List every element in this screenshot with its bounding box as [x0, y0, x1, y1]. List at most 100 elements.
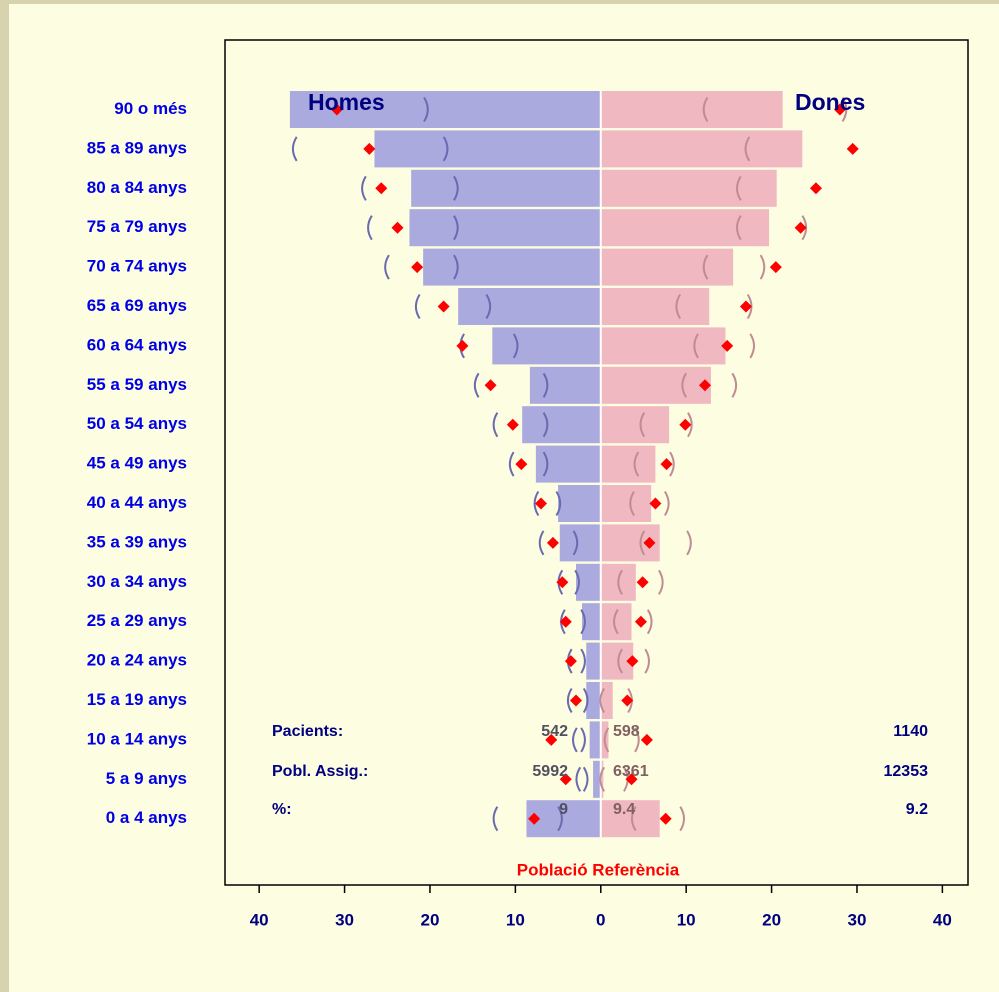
bar: [600, 406, 670, 444]
bar: [600, 91, 783, 128]
reference-marker: [391, 221, 404, 234]
category-label: 10 a 14 anys: [87, 729, 187, 748]
reference-marker: [559, 773, 572, 786]
ci-bracket: [582, 687, 589, 714]
ci-bracket: [580, 648, 586, 674]
bar: [535, 445, 601, 483]
ci-bracket: [841, 96, 848, 123]
ci-bracket: [580, 727, 586, 753]
stat-total: 1140: [893, 723, 928, 740]
ci-bracket: [566, 687, 573, 714]
ci-bracket: [555, 490, 562, 517]
stat-women: 598: [613, 723, 640, 740]
ci-bracket: [557, 806, 563, 832]
ci-bracket: [542, 451, 549, 477]
ci-bracket: [630, 806, 637, 832]
ci-bracket: [613, 609, 619, 635]
bar: [559, 524, 601, 562]
category-label: 70 a 74 anys: [87, 257, 187, 276]
stat-total: 9.2: [906, 801, 928, 818]
bar: [581, 603, 601, 641]
ci-bracket: [572, 530, 579, 556]
bar: [600, 800, 660, 838]
ci-bracket: [538, 530, 545, 556]
x-tick-label: 10: [506, 910, 525, 929]
legend-dones: Dones: [795, 89, 865, 115]
reference-marker: [625, 773, 638, 786]
ci-bracket: [423, 96, 429, 123]
reference-marker: [411, 261, 424, 274]
ci-bracket: [644, 648, 650, 674]
reference-label: Població Referència: [517, 860, 680, 879]
ci-bracket: [629, 490, 635, 517]
ci-bracket: [646, 609, 653, 635]
bar: [600, 130, 803, 168]
ci-bracket: [572, 727, 578, 753]
ci-bracket: [749, 333, 756, 359]
category-label: 20 a 24 anys: [87, 651, 187, 670]
bar: [593, 760, 601, 798]
bar: [600, 288, 710, 325]
stat-label: %:: [272, 801, 292, 818]
category-label: 15 a 19 anys: [87, 690, 187, 709]
ci-bracket: [639, 530, 646, 556]
category-label: 55 a 59 anys: [87, 375, 187, 394]
category-label: 65 a 69 anys: [87, 296, 187, 315]
ci-bracket: [442, 136, 449, 162]
reference-marker: [626, 655, 639, 668]
reference-marker: [649, 497, 662, 510]
ci-bracket: [617, 569, 623, 595]
reference-marker: [634, 615, 647, 628]
x-tick-label: 40: [933, 910, 952, 929]
x-tick-label: 30: [848, 910, 867, 929]
reference-marker: [545, 733, 558, 746]
x-tick-label: 0: [596, 910, 605, 929]
bar: [600, 485, 652, 522]
category-label: 85 a 89 anys: [87, 138, 187, 157]
ci-bracket: [658, 569, 664, 595]
bar: [600, 169, 777, 207]
ci-bracket: [633, 451, 640, 477]
ci-bracket: [582, 766, 589, 792]
ci-bracket: [603, 727, 610, 753]
reference-marker: [363, 142, 376, 155]
ci-bracket: [574, 569, 580, 595]
reference-marker: [621, 694, 634, 707]
stat-women: 9.4: [613, 801, 635, 818]
reference-marker: [643, 536, 656, 549]
ci-bracket: [731, 372, 738, 398]
bar: [529, 366, 601, 404]
category-label: 25 a 29 anys: [87, 611, 187, 630]
category-label: 40 a 44 anys: [87, 493, 187, 512]
stat-men: 5992: [532, 763, 568, 780]
reference-marker: [437, 300, 450, 313]
ci-bracket: [533, 490, 540, 517]
ci-bracket: [744, 136, 751, 162]
x-tick-label: 10: [677, 910, 696, 929]
category-label: 75 a 79 anys: [87, 217, 187, 236]
reference-marker: [375, 182, 388, 195]
stat-women: 6361: [613, 763, 649, 780]
bar: [600, 445, 656, 483]
reference-marker: [640, 733, 653, 746]
reference-marker: [739, 300, 752, 313]
bar: [589, 721, 601, 759]
reference-marker: [846, 142, 859, 155]
ci-bracket: [542, 372, 549, 398]
ci-bracket: [367, 215, 373, 241]
ci-bracket: [414, 293, 421, 320]
category-label: 0 a 4 anys: [106, 808, 187, 827]
reference-marker: [564, 655, 577, 668]
ci-bracket: [617, 648, 623, 674]
stat-total: 12353: [884, 763, 929, 780]
ci-bracket: [508, 451, 515, 477]
reference-marker: [794, 221, 807, 234]
ci-bracket: [492, 412, 499, 438]
stat-men: 542: [541, 723, 568, 740]
ci-bracket: [361, 175, 367, 201]
ci-bracket: [702, 254, 709, 280]
category-label: 45 a 49 anys: [87, 454, 187, 473]
bar: [522, 406, 601, 444]
reference-marker: [456, 339, 469, 352]
